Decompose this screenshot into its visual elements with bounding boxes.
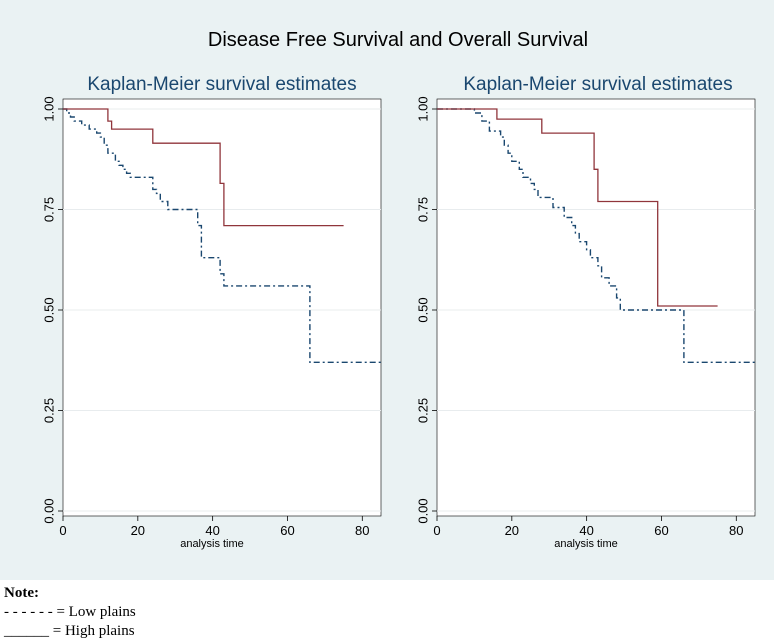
x-tick-label: 60 — [654, 523, 668, 538]
plot-1: Kaplan-Meier survival estimates 0.00 0.25 0… — [42, 74, 382, 550]
x-axis-label: analysis time — [180, 538, 244, 550]
plot-title: Kaplan-Meier survival estimates — [463, 74, 732, 95]
x-tick-label: 0 — [433, 523, 440, 538]
y-tick-label: 0.50 — [416, 297, 431, 322]
x-tick-label: 20 — [131, 523, 145, 538]
plot-area — [62, 98, 382, 517]
x-tick-label: 80 — [729, 523, 743, 538]
y-tick-label: 0.00 — [416, 498, 431, 523]
note: Note: - - - - - - = Low plains ______ = … — [4, 584, 404, 641]
y-tick-label: 0.25 — [42, 398, 57, 423]
series-line-high — [437, 108, 718, 307]
x-tick-label: 40 — [205, 523, 219, 538]
series-line-high — [63, 108, 344, 227]
x-tick-label: 60 — [280, 523, 294, 538]
y-tick-label: 1.00 — [42, 96, 57, 121]
x-tick-label: 0 — [59, 523, 66, 538]
x-tick-label: 40 — [579, 523, 593, 538]
y-tick-label: 0.75 — [42, 197, 57, 222]
note-line-low: - - - - - - = Low plains — [4, 604, 136, 620]
x-tick-label: 80 — [355, 523, 369, 538]
y-tick-label: 1.00 — [416, 96, 431, 121]
y-tick-label: 0.75 — [416, 197, 431, 222]
series-line-low — [63, 108, 381, 363]
plot-area — [436, 98, 756, 517]
x-tick-label: 20 — [505, 523, 519, 538]
plot-title: Kaplan-Meier survival estimates — [87, 74, 356, 95]
y-tick-label: 0.00 — [42, 498, 57, 523]
series-line-low — [437, 108, 755, 363]
note-line-high: ______ = High plains — [4, 623, 135, 639]
figure-title: Disease Free Survival and Overall Surviv… — [208, 29, 588, 51]
y-tick-label: 0.25 — [416, 398, 431, 423]
note-title: Note: — [4, 585, 39, 601]
plots: Kaplan-Meier survival estimates 0.00 0.25 0… — [42, 74, 756, 550]
y-tick-label: 0.50 — [42, 297, 57, 322]
x-axis-label: analysis time — [554, 538, 618, 550]
plot-2: Kaplan-Meier survival estimates 0.00 0.25 0… — [416, 74, 756, 550]
